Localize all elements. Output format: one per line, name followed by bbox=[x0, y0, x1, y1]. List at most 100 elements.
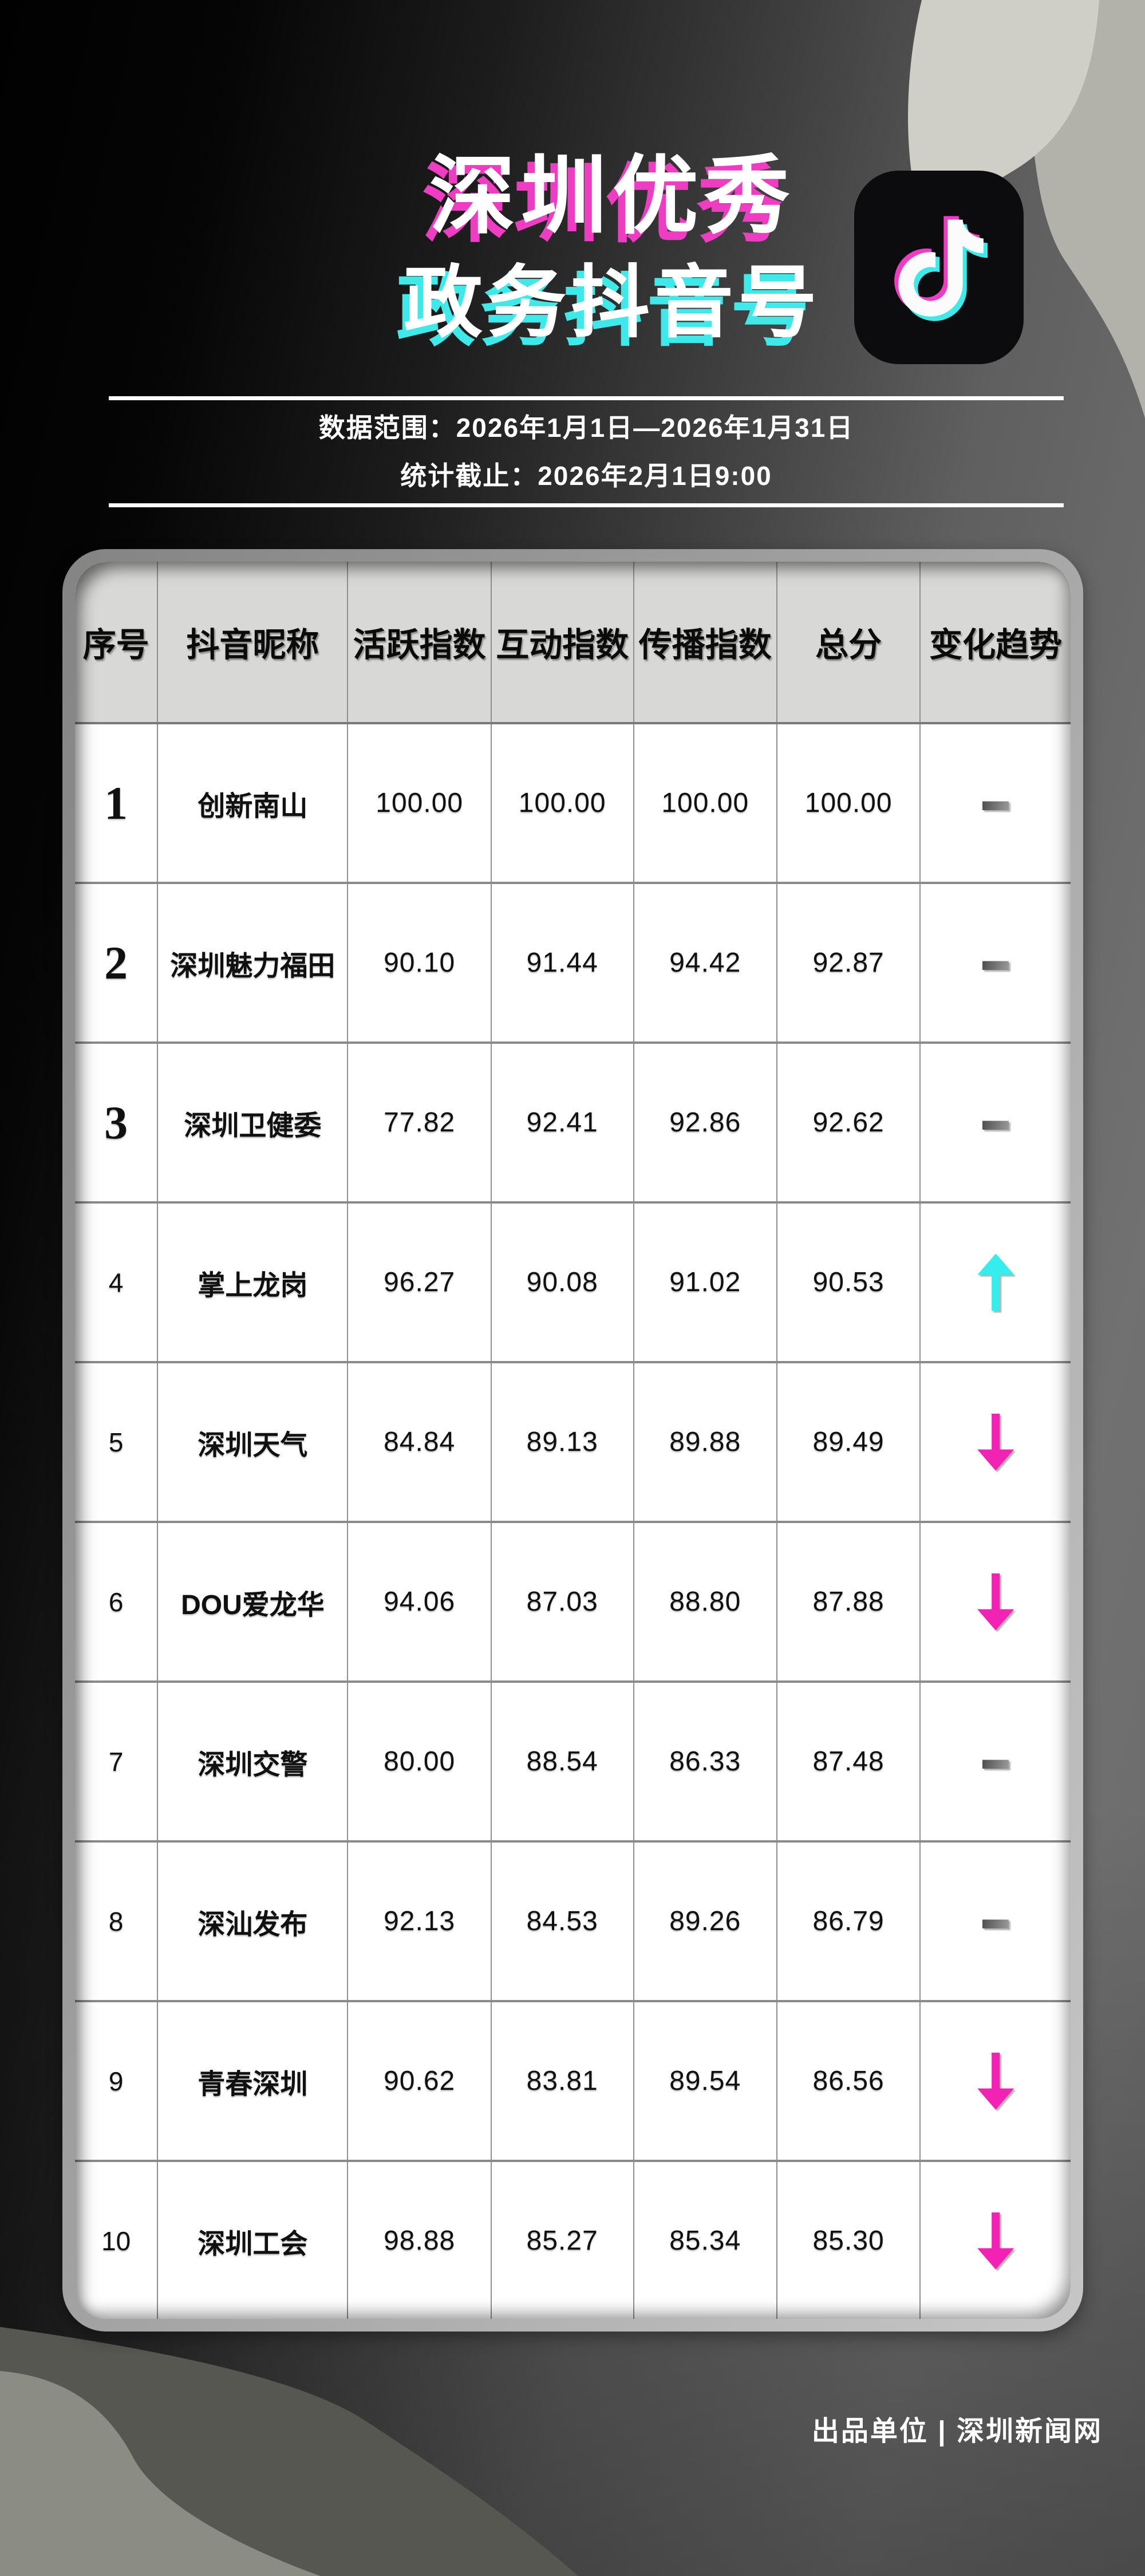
trend-cell bbox=[919, 1680, 1071, 1841]
activity-index-cell: 94.06 bbox=[347, 1521, 491, 1682]
col-header-activity-index: 活跃指数 bbox=[347, 562, 491, 724]
col-header-rank: 序号 bbox=[75, 562, 158, 724]
spread-index-cell: 89.88 bbox=[633, 1361, 777, 1522]
nickname-cell: 深圳工会 bbox=[157, 2160, 348, 2319]
trend-cell bbox=[919, 1042, 1071, 1202]
spread-index-cell: 89.26 bbox=[633, 1840, 777, 2001]
trend-dash-icon bbox=[982, 1120, 1009, 1130]
nickname-cell: 深圳交警 bbox=[157, 1680, 348, 1841]
interaction-index-cell: 83.81 bbox=[490, 2000, 634, 2161]
rank-cell: 7 bbox=[75, 1680, 158, 1841]
trend-cell bbox=[919, 723, 1071, 883]
nickname-cell: 创新南山 bbox=[157, 723, 348, 883]
data-range-text: 数据范围：2026年1月1日—2026年1月31日 bbox=[318, 413, 854, 443]
interaction-index-cell: 91.44 bbox=[490, 882, 634, 1043]
trend-dash-icon bbox=[982, 1919, 1009, 1928]
table-row: 4 掌上龙岗 96.27 90.08 91.02 90.53 bbox=[75, 1201, 1071, 1362]
table-row: 6 DOU爱龙华 94.06 87.03 88.80 87.88 bbox=[75, 1521, 1071, 1682]
table-header-row: 序号 抖音昵称 活跃指数 互动指数 传播指数 总分 变化趋势 bbox=[75, 562, 1071, 724]
trend-down-arrow-icon bbox=[977, 2052, 1014, 2110]
trend-cell bbox=[919, 882, 1071, 1043]
activity-index-cell: 80.00 bbox=[347, 1680, 491, 1841]
table-row: 9 青春深圳 90.62 83.81 89.54 86.56 bbox=[75, 2000, 1071, 2161]
total-score-cell: 87.88 bbox=[776, 1521, 921, 1682]
trend-cell bbox=[919, 1840, 1071, 2001]
activity-index-cell: 96.27 bbox=[347, 1201, 491, 1362]
table-row: 1 创新南山 100.00 100.00 100.00 100.00 bbox=[75, 723, 1071, 883]
rank-cell: 5 bbox=[75, 1361, 158, 1522]
activity-index-cell: 90.10 bbox=[347, 882, 491, 1043]
total-score-cell: 85.30 bbox=[776, 2160, 921, 2319]
total-score-cell: 86.56 bbox=[776, 2000, 921, 2161]
nickname-cell: DOU爱龙华 bbox=[157, 1521, 348, 1682]
nickname-cell: 青春深圳 bbox=[157, 2000, 348, 2161]
activity-index-cell: 92.13 bbox=[347, 1840, 491, 2001]
col-header-nickname: 抖音昵称 bbox=[157, 562, 348, 724]
total-score-cell: 87.48 bbox=[776, 1680, 921, 1841]
tiktok-logo-icon bbox=[854, 171, 1024, 364]
title-line-2: 政务抖音号 bbox=[403, 259, 822, 347]
activity-index-cell: 100.00 bbox=[347, 723, 491, 883]
trend-down-arrow-icon bbox=[977, 1413, 1014, 1471]
title-line-1: 深圳优秀 bbox=[429, 148, 796, 244]
table-row: 3 深圳卫健委 77.82 92.41 92.86 92.62 bbox=[75, 1042, 1071, 1202]
spread-index-cell: 94.42 bbox=[633, 882, 777, 1043]
credit-text: 出品单位 | 深圳新闻网 bbox=[811, 2416, 1103, 2447]
stat-deadline-text: 统计截止：2026年2月1日9:00 bbox=[400, 461, 772, 491]
trend-dash-icon bbox=[982, 1759, 1009, 1769]
bottom-rule bbox=[109, 503, 1064, 507]
nickname-cell: 深圳卫健委 bbox=[157, 1042, 348, 1202]
rank-cell: 2 bbox=[75, 882, 158, 1043]
spread-index-cell: 89.54 bbox=[633, 2000, 777, 2161]
rank-cell: 4 bbox=[75, 1201, 158, 1362]
nickname-cell: 深圳天气 bbox=[157, 1361, 348, 1522]
col-header-spread-index: 传播指数 bbox=[633, 562, 777, 724]
top-rule bbox=[109, 396, 1064, 400]
rank-cell: 8 bbox=[75, 1840, 158, 2001]
trend-cell bbox=[919, 1361, 1071, 1522]
table-row: 8 深汕发布 92.13 84.53 89.26 86.79 bbox=[75, 1840, 1071, 2001]
spread-index-cell: 100.00 bbox=[633, 723, 777, 883]
rank-cell: 9 bbox=[75, 2000, 158, 2161]
total-score-cell: 86.79 bbox=[776, 1840, 921, 2001]
interaction-index-cell: 92.41 bbox=[490, 1042, 634, 1202]
col-header-total-score: 总分 bbox=[776, 562, 921, 724]
spread-index-cell: 86.33 bbox=[633, 1680, 777, 1841]
table-row: 2 深圳魅力福田 90.10 91.44 94.42 92.87 bbox=[75, 882, 1071, 1043]
col-header-trend: 变化趋势 bbox=[919, 562, 1071, 724]
interaction-index-cell: 100.00 bbox=[490, 723, 634, 883]
total-score-cell: 100.00 bbox=[776, 723, 921, 883]
trend-cell bbox=[919, 1521, 1071, 1682]
rank-cell: 1 bbox=[104, 776, 128, 829]
date-range-block: 数据范围：2026年1月1日—2026年1月31日 统计截止：2026年2月1日… bbox=[109, 396, 1064, 507]
rank-cell: 6 bbox=[75, 1521, 158, 1682]
trend-cell bbox=[919, 1201, 1071, 1362]
trend-cell bbox=[919, 2000, 1071, 2161]
total-score-cell: 92.62 bbox=[776, 1042, 921, 1202]
ranking-table: 序号 抖音昵称 活跃指数 互动指数 传播指数 总分 变化趋势 1 创新南山 100.… bbox=[75, 562, 1071, 2319]
ranking-table-card: 序号 抖音昵称 活跃指数 互动指数 传播指数 总分 变化趋势 1 创新南山 100.… bbox=[62, 549, 1083, 2332]
trend-down-arrow-icon bbox=[977, 2212, 1014, 2270]
trend-down-arrow-icon bbox=[977, 1573, 1014, 1631]
interaction-index-cell: 85.27 bbox=[490, 2160, 634, 2319]
total-score-cell: 89.49 bbox=[776, 1361, 921, 1522]
trend-dash-icon bbox=[982, 800, 1009, 810]
interaction-index-cell: 90.08 bbox=[490, 1201, 634, 1362]
col-header-interaction-index: 互动指数 bbox=[490, 562, 634, 724]
rank-cell: 10 bbox=[75, 2160, 158, 2319]
interaction-index-cell: 84.53 bbox=[490, 1840, 634, 2001]
table-row: 10 深圳工会 98.88 85.27 85.34 85.30 bbox=[75, 2160, 1071, 2319]
rank-cell: 3 bbox=[75, 1042, 158, 1202]
spread-index-cell: 88.80 bbox=[633, 1521, 777, 1682]
nickname-cell: 掌上龙岗 bbox=[157, 1201, 348, 1362]
interaction-index-cell: 88.54 bbox=[490, 1680, 634, 1841]
spread-index-cell: 91.02 bbox=[633, 1201, 777, 1362]
total-score-cell: 92.87 bbox=[776, 882, 921, 1043]
spread-index-cell: 92.86 bbox=[633, 1042, 777, 1202]
activity-index-cell: 98.88 bbox=[347, 2160, 491, 2319]
interaction-index-cell: 89.13 bbox=[490, 1361, 634, 1522]
spread-index-cell: 85.34 bbox=[633, 2160, 777, 2319]
table-row: 5 深圳天气 84.84 89.13 89.88 89.49 bbox=[75, 1361, 1071, 1522]
activity-index-cell: 77.82 bbox=[347, 1042, 491, 1202]
